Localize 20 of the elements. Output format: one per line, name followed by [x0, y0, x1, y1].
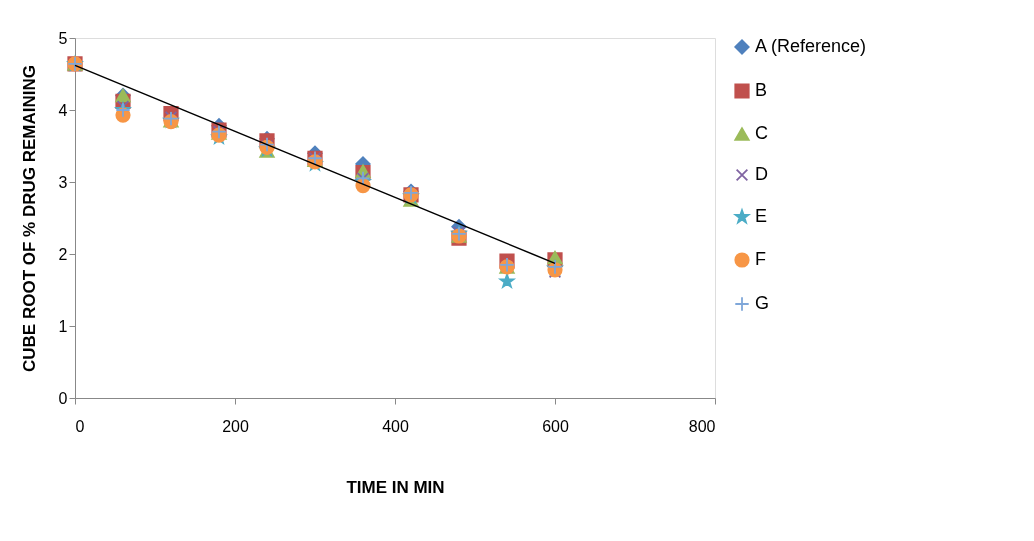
legend-label: E: [755, 206, 768, 226]
x-tick-label: 200: [222, 417, 249, 435]
y-tick-label: 4: [58, 101, 68, 119]
legend-label: B: [755, 80, 768, 100]
y-tick-label: 3: [58, 173, 68, 191]
x-axis-title: TIME IN MIN: [346, 477, 445, 497]
y-tick-label: 1: [58, 317, 68, 335]
y-axis-title: CUBE ROOT OF % DRUG REMAINING: [19, 65, 39, 372]
y-tick-label: 2: [58, 245, 68, 263]
x-tick-label: 800: [688, 417, 716, 435]
y-tick-label: 0: [58, 389, 68, 407]
legend-label: G: [755, 293, 770, 313]
x-tick-label: 600: [542, 417, 569, 435]
x-tick-label: 0: [75, 417, 85, 435]
legend-label: C: [755, 123, 768, 143]
y-tick-label: 5: [58, 29, 68, 47]
legend-label: F: [755, 249, 766, 269]
legend-label: D: [755, 164, 768, 184]
x-tick-label: 400: [382, 417, 409, 435]
legend-label: A (Reference): [755, 36, 867, 56]
